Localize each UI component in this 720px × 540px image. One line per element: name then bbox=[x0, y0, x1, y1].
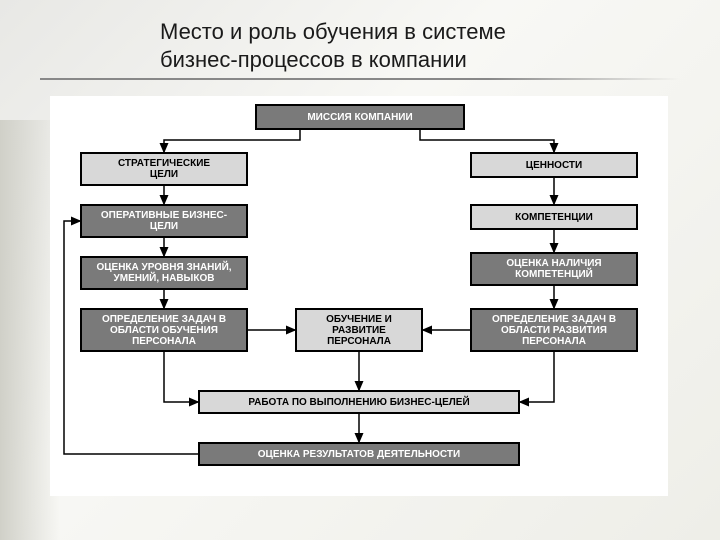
title-underline bbox=[40, 78, 680, 80]
node-comp: КОМПЕТЕНЦИИ bbox=[470, 204, 638, 230]
page-title: Место и роль обучения в системебизнес-пр… bbox=[160, 18, 720, 73]
edge-taskTrain-work bbox=[164, 352, 198, 402]
flowchart-diagram: МИССИЯ КОМПАНИИ СТРАТЕГИЧЕСКИЕЦЕЛИ ЦЕННОСТ… bbox=[50, 96, 668, 496]
edge-mission-strat bbox=[164, 130, 300, 152]
title-block: Место и роль обучения в системебизнес-пр… bbox=[0, 0, 720, 79]
node-assessKnow: ОЦЕНКА УРОВНЯ ЗНАНИЙ,УМЕНИЙ, НАВЫКОВ bbox=[80, 256, 248, 290]
node-values: ЦЕННОСТИ bbox=[470, 152, 638, 178]
node-assessComp: ОЦЕНКА НАЛИЧИЯКОМПЕТЕНЦИЙ bbox=[470, 252, 638, 286]
node-results: ОЦЕНКА РЕЗУЛЬТАТОВ ДЕЯТЕЛЬНОСТИ bbox=[198, 442, 520, 466]
edge-taskDev-work bbox=[520, 352, 554, 402]
node-mission: МИССИЯ КОМПАНИИ bbox=[255, 104, 465, 130]
edge-mission-values bbox=[420, 130, 554, 152]
node-learn: ОБУЧЕНИЕ ИРАЗВИТИЕПЕРСОНАЛА bbox=[295, 308, 423, 352]
node-taskDev: ОПРЕДЕЛЕНИЕ ЗАДАЧ ВОБЛАСТИ РАЗВИТИЯПЕРСО… bbox=[470, 308, 638, 352]
node-oper: ОПЕРАТИВНЫЕ БИЗНЕС-ЦЕЛИ bbox=[80, 204, 248, 238]
node-taskTrain: ОПРЕДЕЛЕНИЕ ЗАДАЧ ВОБЛАСТИ ОБУЧЕНИЯПЕРСО… bbox=[80, 308, 248, 352]
node-work: РАБОТА ПО ВЫПОЛНЕНИЮ БИЗНЕС-ЦЕЛЕЙ bbox=[198, 390, 520, 414]
node-strat: СТРАТЕГИЧЕСКИЕЦЕЛИ bbox=[80, 152, 248, 186]
